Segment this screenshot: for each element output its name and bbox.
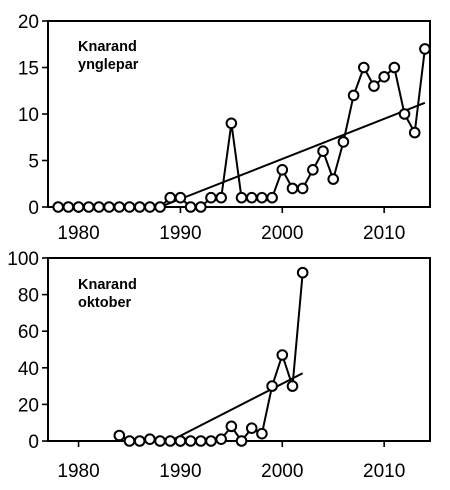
data-point (256, 427, 268, 440)
data-point (123, 201, 136, 213)
data-point (266, 191, 278, 204)
data-point (184, 435, 197, 447)
panel-title-line-2: oktober (78, 295, 132, 311)
y-tick-label: 100 (7, 249, 39, 270)
y-tick-label: 60 (18, 322, 39, 343)
data-point (256, 191, 268, 204)
panel-title-line-1: Knarand (78, 277, 137, 293)
data-point (337, 136, 350, 148)
data-point (245, 191, 258, 204)
data-point (93, 201, 105, 213)
trend-line (169, 372, 304, 442)
x-tick-label: 2010 (363, 223, 405, 244)
trend-line-segment (159, 101, 426, 208)
data-point (215, 191, 227, 204)
data-point (398, 108, 411, 120)
x-tick-label: 2000 (261, 461, 303, 482)
data-point (113, 201, 126, 213)
data-point (154, 435, 166, 447)
data-point (174, 191, 187, 204)
y-tick-label: 10 (18, 105, 39, 126)
data-point (317, 145, 329, 157)
data-point (164, 435, 177, 447)
data-series (52, 43, 431, 213)
data-point (235, 191, 248, 204)
data-point (215, 433, 227, 445)
data-point (195, 201, 207, 213)
data-point (419, 43, 431, 55)
x-tick-label: 1990 (159, 461, 201, 482)
data-point (144, 433, 156, 445)
data-point (357, 61, 370, 74)
trend-line (159, 101, 426, 208)
series-line (118, 272, 304, 443)
data-point (52, 201, 64, 213)
data-point (82, 201, 95, 213)
axis-ticks: 0 20 40 60 80 100 1980 1990 2000 2010 (7, 249, 405, 482)
chart-panel-oktober: 0 20 40 60 80 100 1980 1990 2000 2010 Knarand okt… (7, 249, 431, 482)
y-tick-label: 0 (28, 432, 39, 453)
y-tick-label: 5 (28, 152, 39, 173)
data-point (113, 429, 126, 442)
data-point (368, 80, 380, 92)
trend-line-segment (169, 372, 304, 442)
data-point (296, 182, 309, 195)
x-tick-label: 2000 (261, 223, 303, 244)
data-point (195, 435, 207, 447)
data-point (133, 201, 146, 213)
data-point (307, 164, 319, 176)
data-point (154, 201, 166, 213)
data-point (62, 201, 75, 213)
data-point (133, 435, 146, 447)
data-point (184, 201, 197, 213)
data-point (286, 182, 299, 195)
data-point (347, 89, 360, 102)
y-tick-label: 15 (18, 59, 39, 80)
y-tick-label: 20 (18, 395, 39, 416)
data-point (174, 435, 187, 447)
data-point (123, 435, 136, 447)
data-point (327, 173, 340, 185)
data-point (378, 71, 390, 83)
data-point (164, 191, 177, 204)
y-tick-label: 20 (18, 12, 39, 33)
data-point (103, 201, 115, 213)
x-tick-label: 1980 (57, 223, 99, 244)
chart-panel-ynglepar: 0 5 10 15 20 1980 1990 2000 2010 Knarand ynglepa… (18, 12, 431, 244)
data-point (286, 380, 299, 392)
data-point (266, 380, 278, 392)
data-point (388, 61, 401, 74)
data-point (205, 435, 217, 447)
data-point (296, 266, 309, 279)
data-point (276, 164, 289, 176)
data-point (72, 201, 85, 213)
panel-title-line-2: ynglepar (78, 57, 139, 73)
y-tick-label: 40 (18, 359, 39, 380)
data-point (225, 420, 238, 433)
data-point (205, 191, 217, 204)
data-point (235, 435, 248, 447)
panel-title-line-1: Knarand (78, 39, 137, 55)
y-tick-label: 80 (18, 286, 39, 307)
data-point (276, 349, 289, 361)
data-point (144, 201, 156, 213)
data-series (113, 266, 309, 447)
data-point (245, 422, 258, 434)
y-tick-label: 0 (28, 198, 39, 219)
x-tick-label: 1990 (159, 223, 201, 244)
data-point (408, 126, 421, 139)
x-tick-label: 2010 (363, 461, 405, 482)
data-point (225, 117, 238, 130)
x-tick-label: 1980 (57, 461, 99, 482)
